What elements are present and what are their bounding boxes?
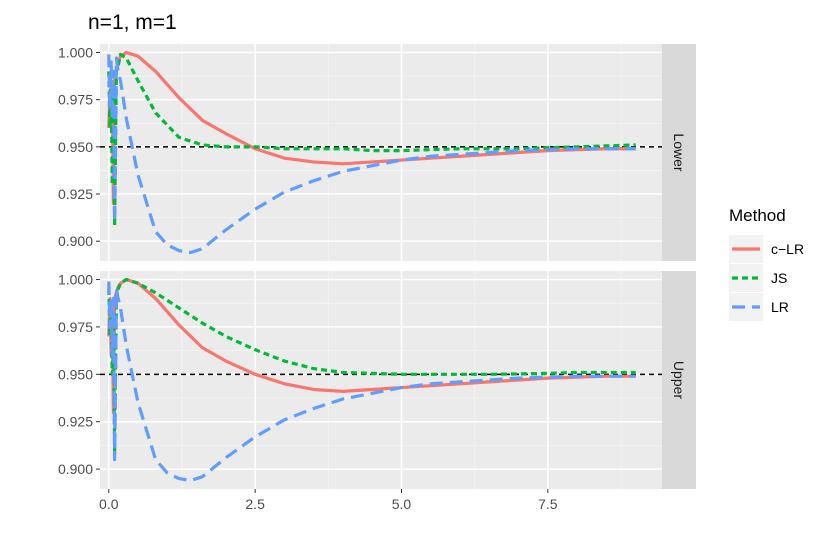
- legend-item: c−LR: [729, 235, 804, 263]
- legend: Method c−LR JS LR: [729, 206, 804, 321]
- y-tick-label: 0.900: [58, 233, 93, 249]
- y-tick-label: 0.925: [58, 186, 93, 202]
- x-axis: 0.0 2.5 5.0 7.5: [99, 489, 558, 512]
- series-line-lr: [107, 281, 636, 483]
- series-line-js: [107, 52, 636, 228]
- x-tick-label: 5.0: [392, 496, 412, 512]
- facet-strip: [662, 44, 696, 261]
- panel-lower: 0.900 0.925 0.950 0.975 1.000 Lower: [58, 44, 696, 261]
- y-tick-label: 0.950: [58, 139, 93, 155]
- x-tick-label: 2.5: [245, 496, 265, 512]
- legend-label: c−LR: [771, 241, 804, 257]
- legend-item: JS: [729, 264, 787, 292]
- y-tick-label: 0.950: [58, 366, 93, 382]
- facet-strip-label: Upper: [671, 361, 687, 399]
- y-tick-label: 0.975: [58, 92, 93, 108]
- panel-background: [100, 271, 662, 489]
- y-tick-label: 0.975: [58, 319, 93, 335]
- series-line-lr: [107, 54, 636, 255]
- y-tick-label: 1.000: [58, 44, 93, 60]
- chart-title: n=1, m=1: [88, 11, 177, 34]
- y-tick-label: 0.925: [58, 414, 93, 430]
- legend-item: LR: [729, 293, 789, 321]
- x-tick-label: 0.0: [99, 496, 119, 512]
- y-tick-label: 1.000: [58, 272, 93, 288]
- y-tick-label: 0.900: [58, 461, 93, 477]
- chart-panels: 0.900 0.925 0.950 0.975 1.000 Lower 0.900 0.925…: [58, 44, 696, 489]
- panel-upper: 0.900 0.925 0.950 0.975 1.000 Upper: [58, 271, 696, 489]
- panel-background: [100, 44, 662, 261]
- facet-strip: [662, 271, 696, 489]
- legend-title: Method: [729, 206, 786, 225]
- legend-label: JS: [771, 270, 787, 286]
- x-tick-label: 7.5: [538, 496, 558, 512]
- facet-strip-label: Lower: [671, 133, 687, 171]
- legend-label: LR: [771, 299, 789, 315]
